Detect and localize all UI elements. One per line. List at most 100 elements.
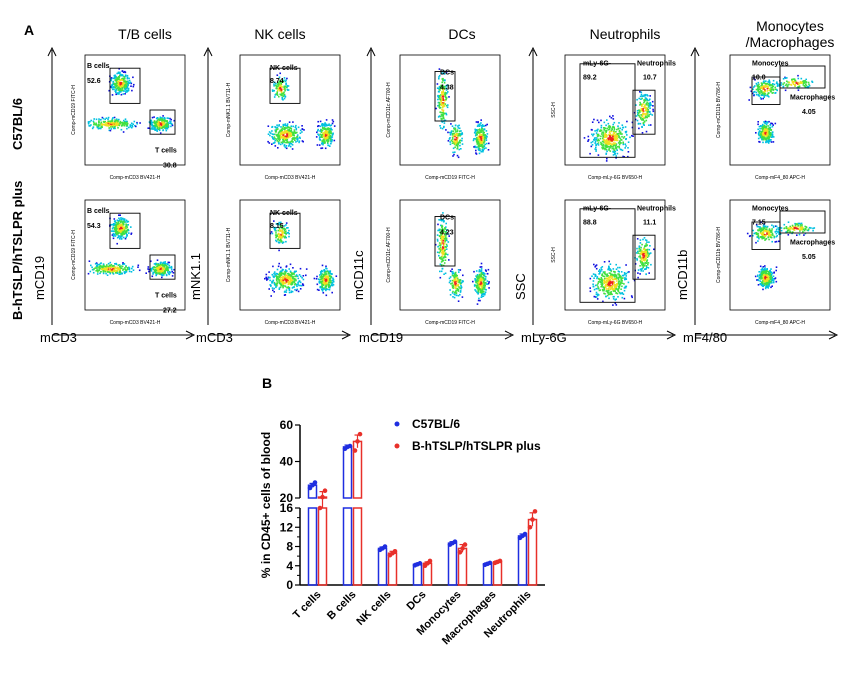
event-dot (112, 273, 115, 275)
event-dot (277, 134, 279, 137)
event-dot (275, 84, 277, 87)
event-dot (274, 126, 276, 128)
event-dot (110, 79, 112, 82)
event-dot (797, 86, 800, 88)
event-dot (606, 140, 609, 142)
event-dot (328, 132, 330, 134)
event-dot (269, 132, 272, 134)
event-dot (440, 98, 443, 101)
outer-y-label: mNK1.1 (188, 253, 203, 300)
event-dot (324, 130, 327, 132)
event-dot (435, 107, 437, 110)
event-dot (595, 146, 597, 149)
event-dot (285, 281, 287, 283)
event-dot (285, 230, 287, 232)
event-dot (324, 274, 326, 276)
event-dot (765, 80, 767, 82)
event-dot (136, 122, 138, 125)
event-dot (132, 85, 135, 88)
event-dot (288, 291, 291, 294)
event-dot (477, 124, 479, 126)
event-dot (449, 137, 451, 139)
event-dot (325, 284, 328, 286)
event-dot (169, 117, 171, 120)
event-dot (441, 267, 444, 270)
event-dot (113, 269, 115, 271)
event-dot (327, 128, 330, 131)
event-dot (647, 110, 650, 112)
event-dot (438, 102, 441, 104)
event-dot (608, 146, 610, 148)
event-dot (481, 295, 483, 298)
event-dot (437, 94, 439, 97)
event-dot (602, 145, 605, 147)
event-dot (332, 280, 335, 283)
event-dot (104, 123, 106, 126)
event-dot (113, 227, 116, 229)
event-dot (601, 131, 603, 134)
event-dot (608, 140, 611, 143)
event-dot (439, 263, 442, 266)
event-dot (486, 123, 488, 126)
event-dot (441, 91, 443, 93)
event-dot (138, 269, 141, 272)
event-dot (458, 124, 460, 127)
event-dot (612, 304, 614, 306)
event-dot (456, 140, 458, 142)
event-dot (285, 224, 287, 226)
event-dot (474, 130, 477, 133)
event-dot (649, 95, 651, 97)
event-dot (483, 278, 485, 280)
event-dot (111, 120, 114, 122)
event-dot (125, 270, 127, 273)
event-dot (157, 124, 160, 126)
event-dot (121, 82, 124, 84)
event-dot (275, 87, 278, 90)
event-dot (478, 128, 481, 130)
event-dot (770, 84, 772, 87)
event-dot (280, 273, 283, 275)
event-dot (125, 265, 127, 267)
event-dot (125, 91, 127, 93)
event-dot (288, 275, 290, 277)
event-dot (436, 240, 439, 242)
event-dot (450, 139, 453, 142)
event-dot (115, 228, 117, 230)
event-dot (442, 212, 444, 214)
event-dot (117, 83, 119, 86)
event-dot (295, 274, 298, 276)
event-dot (275, 234, 278, 237)
event-dot (617, 282, 619, 285)
event-dot (616, 137, 619, 140)
event-dot (165, 127, 167, 130)
event-dot (150, 268, 152, 270)
event-dot (612, 115, 614, 117)
event-dot (604, 130, 607, 132)
event-dot (645, 107, 648, 109)
event-dot (290, 291, 292, 294)
event-dot (117, 227, 119, 230)
event-dot (115, 121, 118, 124)
event-dot (652, 105, 654, 107)
event-dot (474, 289, 476, 291)
event-dot (327, 270, 330, 273)
event-dot (802, 84, 805, 86)
event-dot (275, 239, 277, 242)
event-dot (479, 299, 481, 302)
event-dot (459, 287, 461, 289)
event-dot (607, 128, 610, 131)
event-dot (113, 88, 115, 91)
event-dot (454, 280, 456, 282)
event-dot (764, 128, 766, 130)
event-dot (276, 93, 279, 95)
event-dot (604, 286, 607, 289)
event-dot (123, 271, 126, 273)
event-dot (120, 231, 122, 233)
event-dot (278, 288, 281, 290)
event-dot (275, 230, 277, 232)
event-dot (125, 227, 127, 229)
event-dot (172, 272, 175, 274)
event-dot (112, 266, 115, 268)
event-dot (487, 149, 490, 151)
